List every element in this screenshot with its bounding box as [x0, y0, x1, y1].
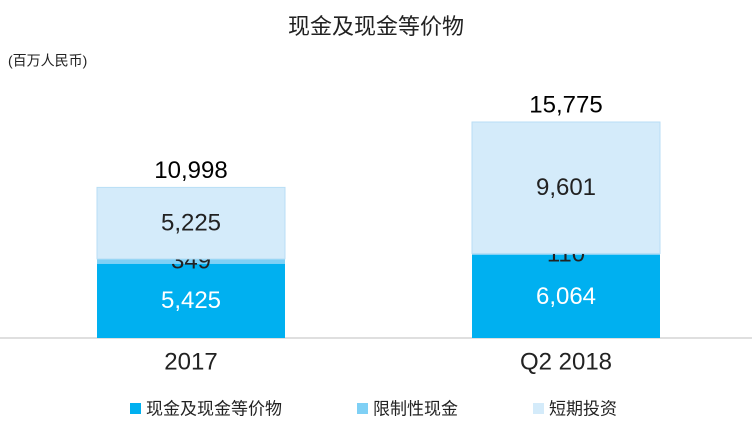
unit-label: (百万人民币)	[8, 53, 87, 69]
chart-title: 现金及现金等价物	[288, 14, 464, 39]
bar-segment	[472, 253, 660, 255]
bar-segment	[97, 258, 285, 264]
bar-segment	[471, 121, 661, 254]
value-label: 5,225	[161, 210, 221, 237]
legend-swatch	[357, 403, 368, 414]
value-label: 6,064	[536, 283, 596, 310]
value-label: 5,425	[161, 287, 221, 314]
bar-segment	[97, 263, 285, 338]
total-label: 10,998	[154, 157, 227, 184]
total-label: 15,775	[529, 91, 602, 118]
legend-label: 限制性现金	[373, 399, 458, 418]
bar-segment	[96, 186, 286, 260]
legend-swatch	[130, 403, 141, 414]
legend-swatch	[533, 403, 544, 414]
value-label: 9,601	[536, 174, 596, 201]
x-tick-label: Q2 2018	[520, 348, 612, 375]
legend-label: 现金及现金等价物	[146, 399, 282, 418]
legend-label: 短期投资	[549, 399, 617, 418]
x-tick-label: 2017	[164, 348, 217, 375]
bar-segment	[472, 254, 660, 338]
